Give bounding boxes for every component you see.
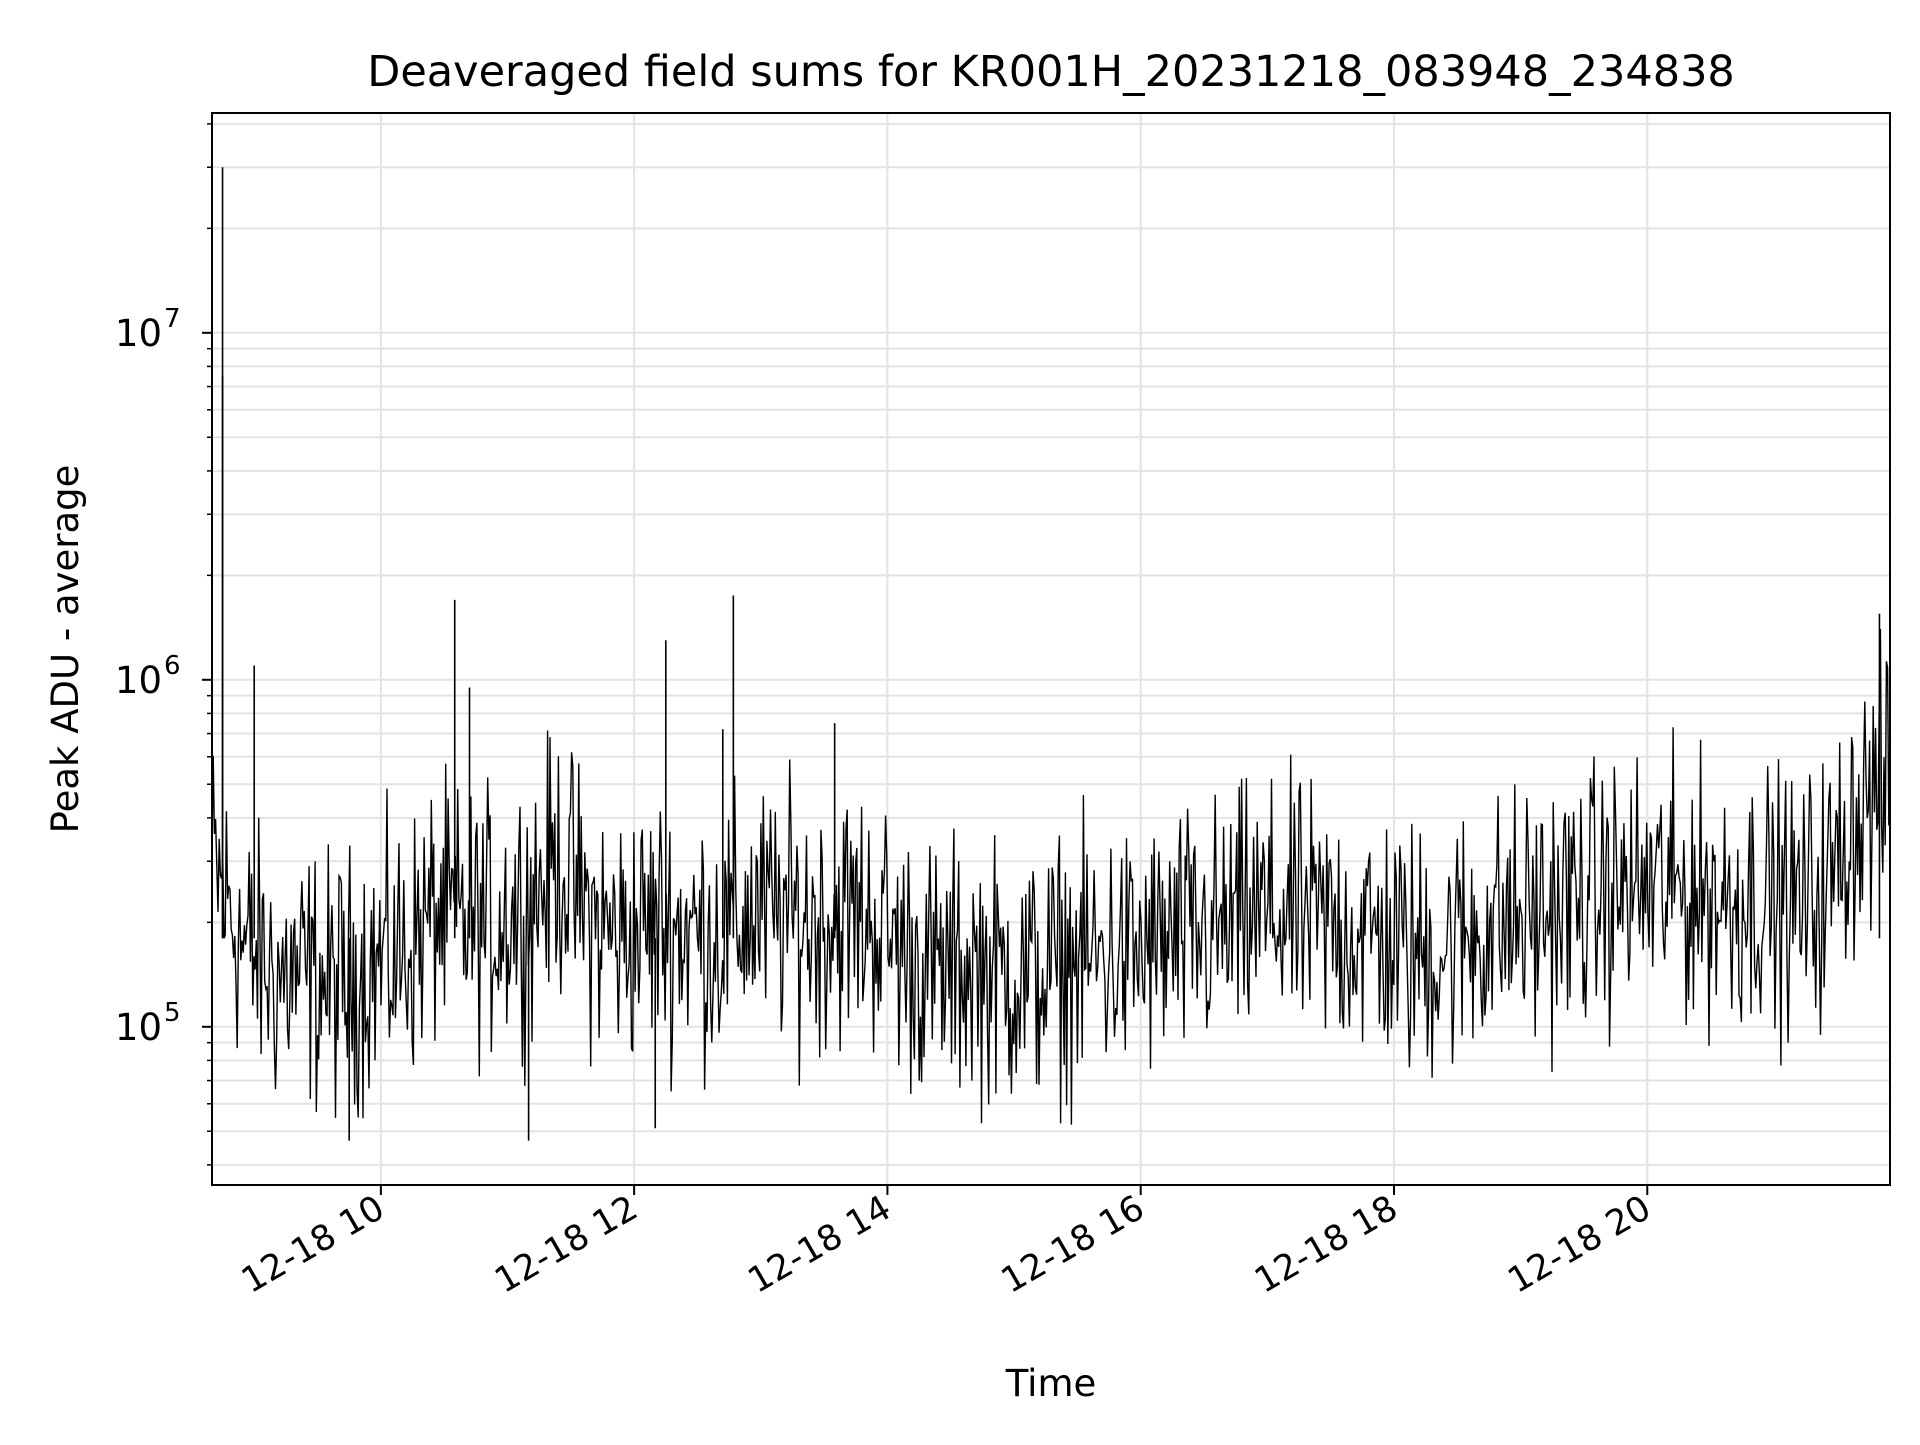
y-axis-label: Peak ADU - average <box>44 465 87 834</box>
y-tick-label-exponent: 6 <box>164 651 181 681</box>
x-axis-label: Time <box>1005 1362 1097 1405</box>
grid-layer <box>212 113 1890 1185</box>
x-tick-label: 12-18 18 <box>1248 1188 1404 1301</box>
x-tick-label: 12-18 16 <box>995 1188 1151 1301</box>
chart-title: Deaveraged field sums for KR001H_2023121… <box>367 47 1735 97</box>
plot-frame <box>211 112 1891 1186</box>
y-tick-label-exponent: 5 <box>164 998 181 1028</box>
series-layer <box>211 167 1891 1141</box>
y-tick-label: 10 <box>115 312 162 355</box>
x-tick-label: 12-18 20 <box>1501 1188 1657 1301</box>
x-tick-label: 12-18 12 <box>488 1188 644 1301</box>
x-tick-label: 12-18 10 <box>235 1188 391 1301</box>
data-line <box>211 628 1891 1125</box>
y-tick-label: 10 <box>115 659 162 702</box>
x-tick-label: 12-18 14 <box>742 1188 898 1301</box>
y-tick-label-exponent: 7 <box>164 304 181 334</box>
y-tick-label: 10 <box>115 1006 162 1049</box>
